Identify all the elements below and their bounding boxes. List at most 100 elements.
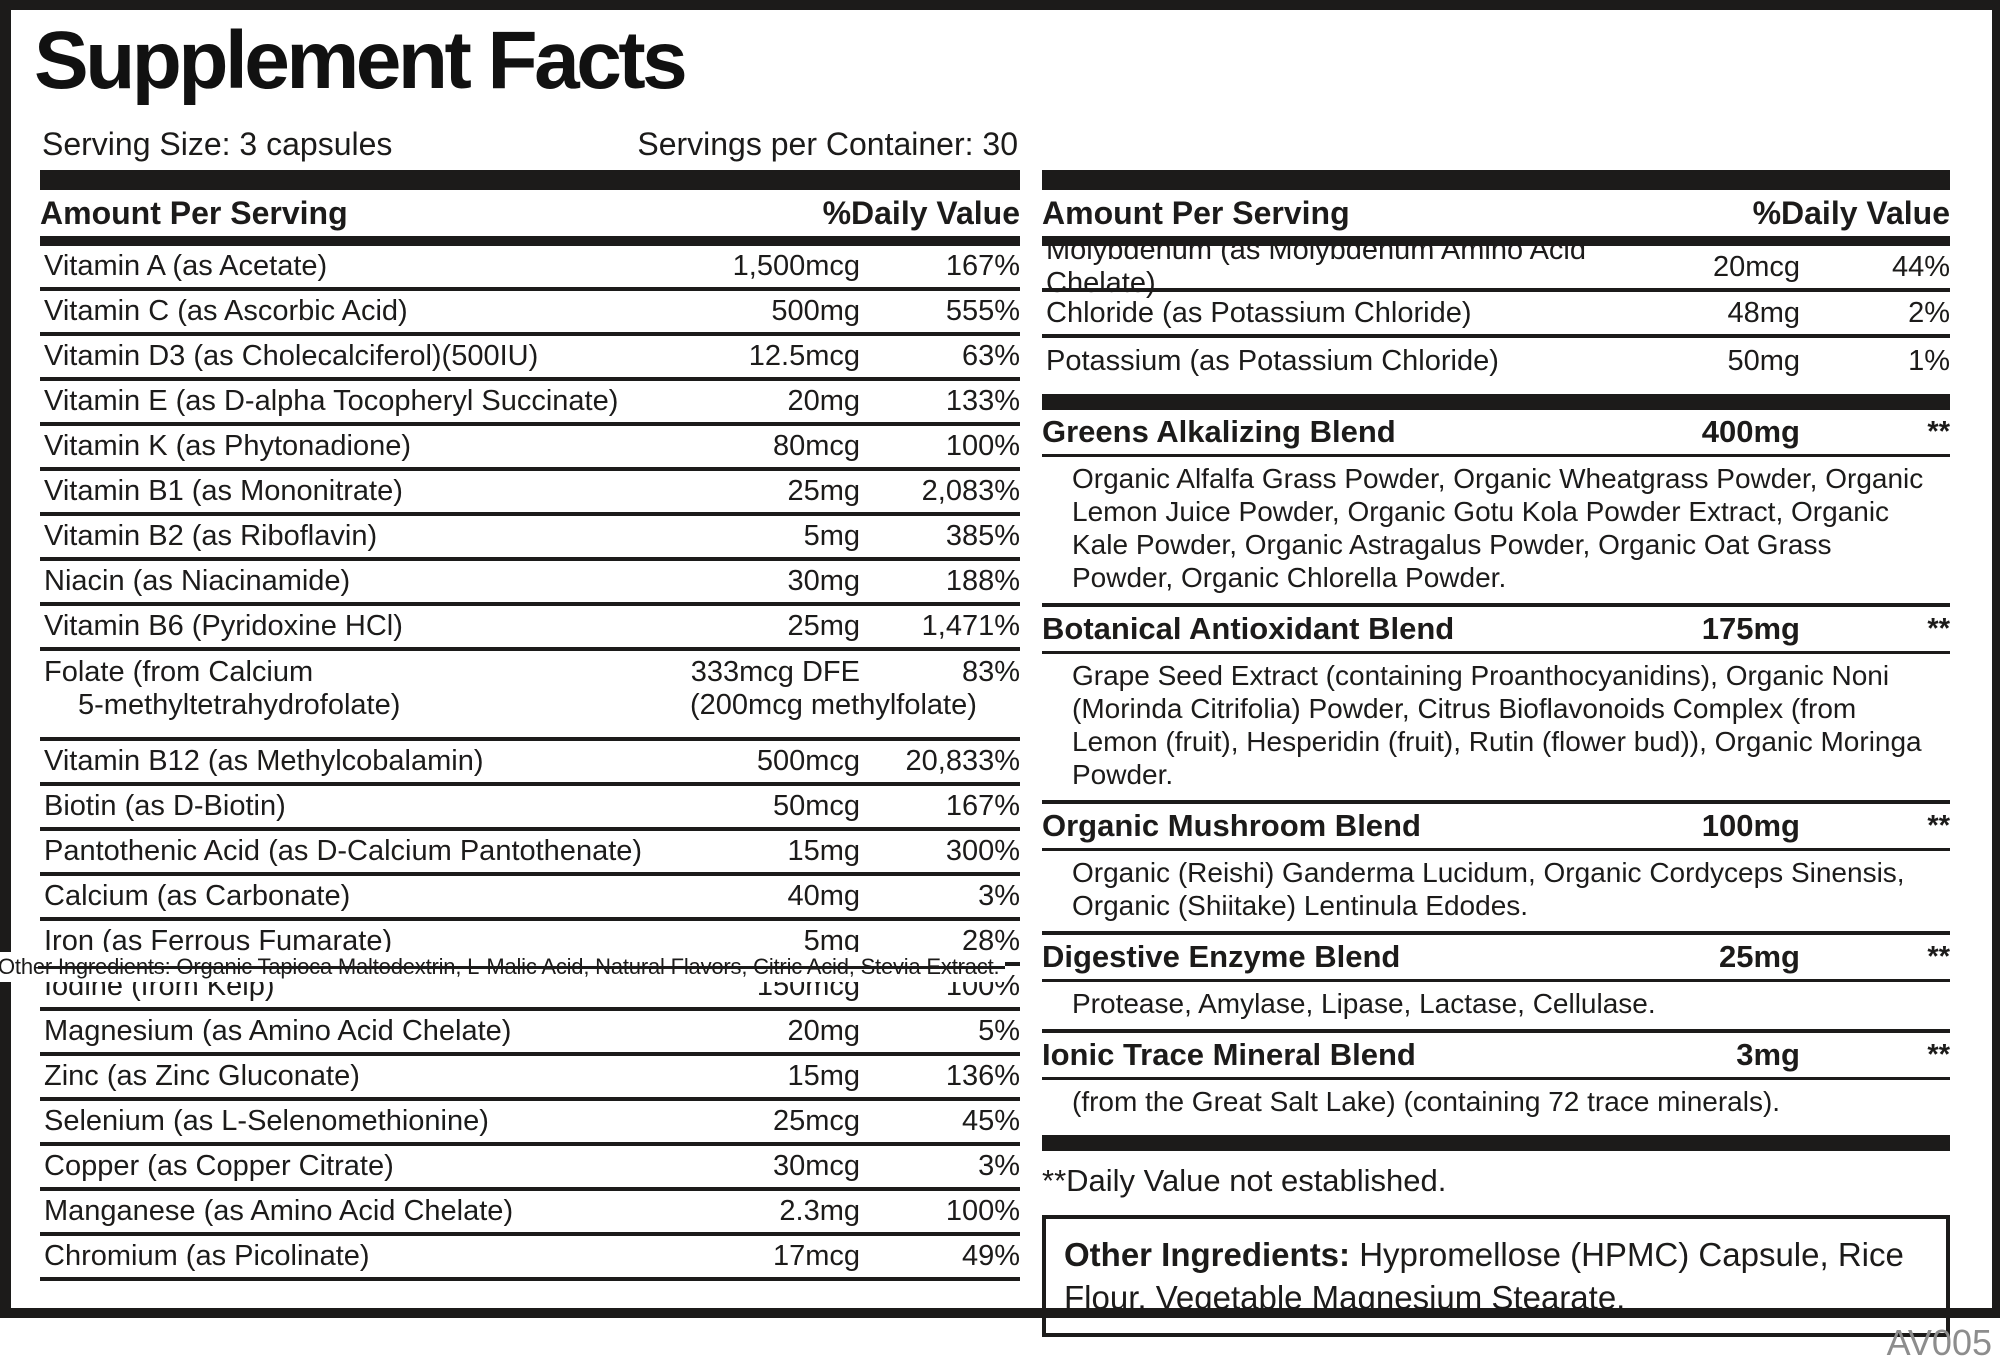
nutrient-daily-value: 1% [1908,344,1950,377]
page-title: Supplement Facts [34,15,688,106]
blend-header: Ionic Trace Mineral Blend 3mg ** [1042,1033,1950,1080]
nutrient-amount: 30mcg [772,1150,860,1182]
blend-daily-value: ** [1927,809,1950,842]
nutrient-daily-value: 20,833% [905,745,1021,777]
nutrient-name-line1: Folate (from Calcium [44,656,314,688]
blend-daily-value: ** [1927,415,1950,448]
other-ingredients-overlay: Other Ingredients: Organic Tapioca Malto… [0,952,1006,982]
blend-section-bottom-bar [1042,1135,1950,1151]
nutrient-amount: 5mg [803,520,860,552]
nutrient-daily-value: 188% [945,565,1020,597]
blend-amount: 175mg [1701,611,1800,646]
blend-section: Organic Mushroom Blend 100mg ** Organic (Re… [1042,804,1950,935]
blend-name: Organic Mushroom Blend [1042,808,1421,843]
nutrient-daily-value: 555% [945,295,1020,327]
nutrient-name: Vitamin B12 (as Methylcobalamin) [44,745,484,777]
table-row: Vitamin K (as Phytonadione) 80mcg 100% [40,426,1020,471]
table-row: Manganese (as Amino Acid Chelate) 2.3mg 10… [40,1191,1020,1236]
nutrient-name: Vitamin D3 (as Cholecalciferol)(500IU) [44,340,539,372]
table-row: Iron (as Ferrous Fumarate) 5mg 28% Other In… [0,921,1020,982]
nutrient-daily-value: 44% [1891,250,1950,283]
nutrient-name: Iron (as Ferrous Fumarate) [44,925,393,957]
blend-header: Botanical Antioxidant Blend 175mg ** [1042,607,1950,654]
amount-line1: 333mcg DFE [690,656,860,688]
nutrient-amount: 2.3mg [779,1195,860,1227]
table-row: Vitamin B6 (Pyridoxine HCl) 25mg 1,471% [40,606,1020,651]
nutrient-name: Selenium (as L-Selenomethionine) [44,1105,489,1137]
nutrient-daily-value: 100% [945,430,1020,462]
nutrient-name: Biotin (as D-Biotin) [44,790,286,822]
nutrient-name: Vitamin E (as D-alpha Tocopheryl Succina… [44,385,619,417]
blend-sections: Greens Alkalizing Blend 400mg ** Organic Al… [1042,410,1950,1127]
nutrient-amount: 20mcg [1712,250,1800,283]
nutrient-name: Vitamin B2 (as Riboflavin) [44,520,378,552]
other-ingredients-box: Other Ingredients: Hypromellose (HPMC) C… [1042,1215,1950,1337]
nutrient-amount: 40mg [787,880,860,912]
nutrient-daily-value: 1,471% [921,610,1020,642]
blend-name: Greens Alkalizing Blend [1042,414,1396,449]
nutrient-amount: 25mg [787,475,860,507]
table-row: Zinc (as Zinc Gluconate) 15mg 136% [40,1056,1020,1101]
nutrient-name: Zinc (as Zinc Gluconate) [44,1060,360,1092]
blend-name: Botanical Antioxidant Blend [1042,611,1455,646]
nutrient-name: Vitamin K (as Phytonadione) [44,430,412,462]
nutrient-amount: 20mg [787,385,860,417]
table-row: Vitamin B1 (as Mononitrate) 25mg 2,083% [40,471,1020,516]
nutrient-daily-value: 3% [978,880,1020,912]
nutrient-daily-value: 83% [961,656,1020,688]
blend-section: Ionic Trace Mineral Blend 3mg ** (from the … [1042,1033,1950,1127]
amount-line2: (200mcg methylfolate) [690,689,977,721]
daily-value-footnote: **Daily Value not established. [1042,1163,1447,1198]
blend-name: Ionic Trace Mineral Blend [1042,1037,1416,1072]
right-column: Amount Per Serving %Daily Value Molybden… [1042,170,1950,1337]
blend-name: Digestive Enzyme Blend [1042,939,1401,974]
nutrient-daily-value: 63% [961,340,1020,372]
nutrient-amount: 15mg [787,1060,860,1092]
nutrient-daily-value: 2,083% [921,475,1020,507]
nutrient-amount: 25mcg [772,1105,860,1137]
nutrient-amount: 15mg [787,835,860,867]
nutrient-amount: 80mcg [772,430,860,462]
serving-info: Serving Size: 3 capsules Servings per Co… [42,126,1018,163]
nutrient-daily-value: 167% [945,790,1020,822]
nutrient-name: Niacin (as Niacinamide) [44,565,351,597]
amount-per-serving-header: Amount Per Serving [40,194,348,231]
left-header-top-bar [40,170,1020,190]
blend-ingredients: (from the Great Salt Lake) (containing 7… [1072,1086,1781,1117]
table-row: Chromium (as Picolinate) 17mcg 49% [40,1236,1020,1281]
blend-ingredients: Grape Seed Extract (containing Proanthoc… [1042,654,1950,804]
nutrient-name: Calcium (as Carbonate) [44,880,351,912]
table-row: Molybdenum (as Molybdenum Amino Acid Che… [1042,234,1950,299]
blend-section-top-bar [1042,394,1950,410]
daily-value-header: %Daily Value [822,194,1020,231]
amount-per-serving-header: Amount Per Serving [1042,194,1350,231]
nutrient-name: Potassium (as Potassium Chloride) [1046,344,1499,377]
nutrient-name: Vitamin B1 (as Mononitrate) [44,475,403,507]
nutrient-amount: 500mcg [756,745,860,777]
nutrient-amount: 48mg [1727,296,1800,329]
nutrient-daily-value: 2% [1908,296,1950,329]
nutrient-daily-value: 300% [945,835,1020,867]
nutrient-name: Molybdenum (as Molybdenum Amino Acid Che… [1046,234,1586,299]
table-row: Vitamin C (as Ascorbic Acid) 500mg 555% [40,291,1020,336]
nutrient-daily-value: 133% [945,385,1020,417]
table-row: Magnesium (as Amino Acid Chelate) 20mg 5% [40,1011,1020,1056]
daily-value-header: %Daily Value [1752,194,1950,231]
table-row: Vitamin B12 (as Methylcobalamin) 500mcg 20… [40,741,1020,786]
table-row: Folate (from Calcium 5-methyltetrahydrofo… [40,651,1020,741]
nutrient-name: Vitamin B6 (Pyridoxine HCl) [44,610,403,642]
table-row: Vitamin B2 (as Riboflavin) 5mg 385% [40,516,1020,561]
table-row: Potassium (as Potassium Chloride) 50mg 1% [1042,338,1950,384]
right-table-rows: Molybdenum (as Molybdenum Amino Acid Che… [1042,234,1950,384]
nutrient-name: Magnesium (as Amino Acid Chelate) [44,1015,512,1047]
nutrient-name: Copper (as Copper Citrate) [44,1150,394,1182]
nutrient-daily-value: 5% [978,1015,1020,1047]
nutrient-daily-value: 385% [945,520,1020,552]
label-code: AV005 [1886,1322,1992,1363]
blend-ingredients: Organic (Reishi) Ganderma Lucidum, Organ… [1042,851,1950,935]
blend-header: Digestive Enzyme Blend 25mg ** [1042,935,1950,982]
right-header-underline [1042,236,1950,246]
nutrient-daily-value: 49% [961,1240,1020,1272]
nutrient-daily-value: 167% [945,250,1020,282]
